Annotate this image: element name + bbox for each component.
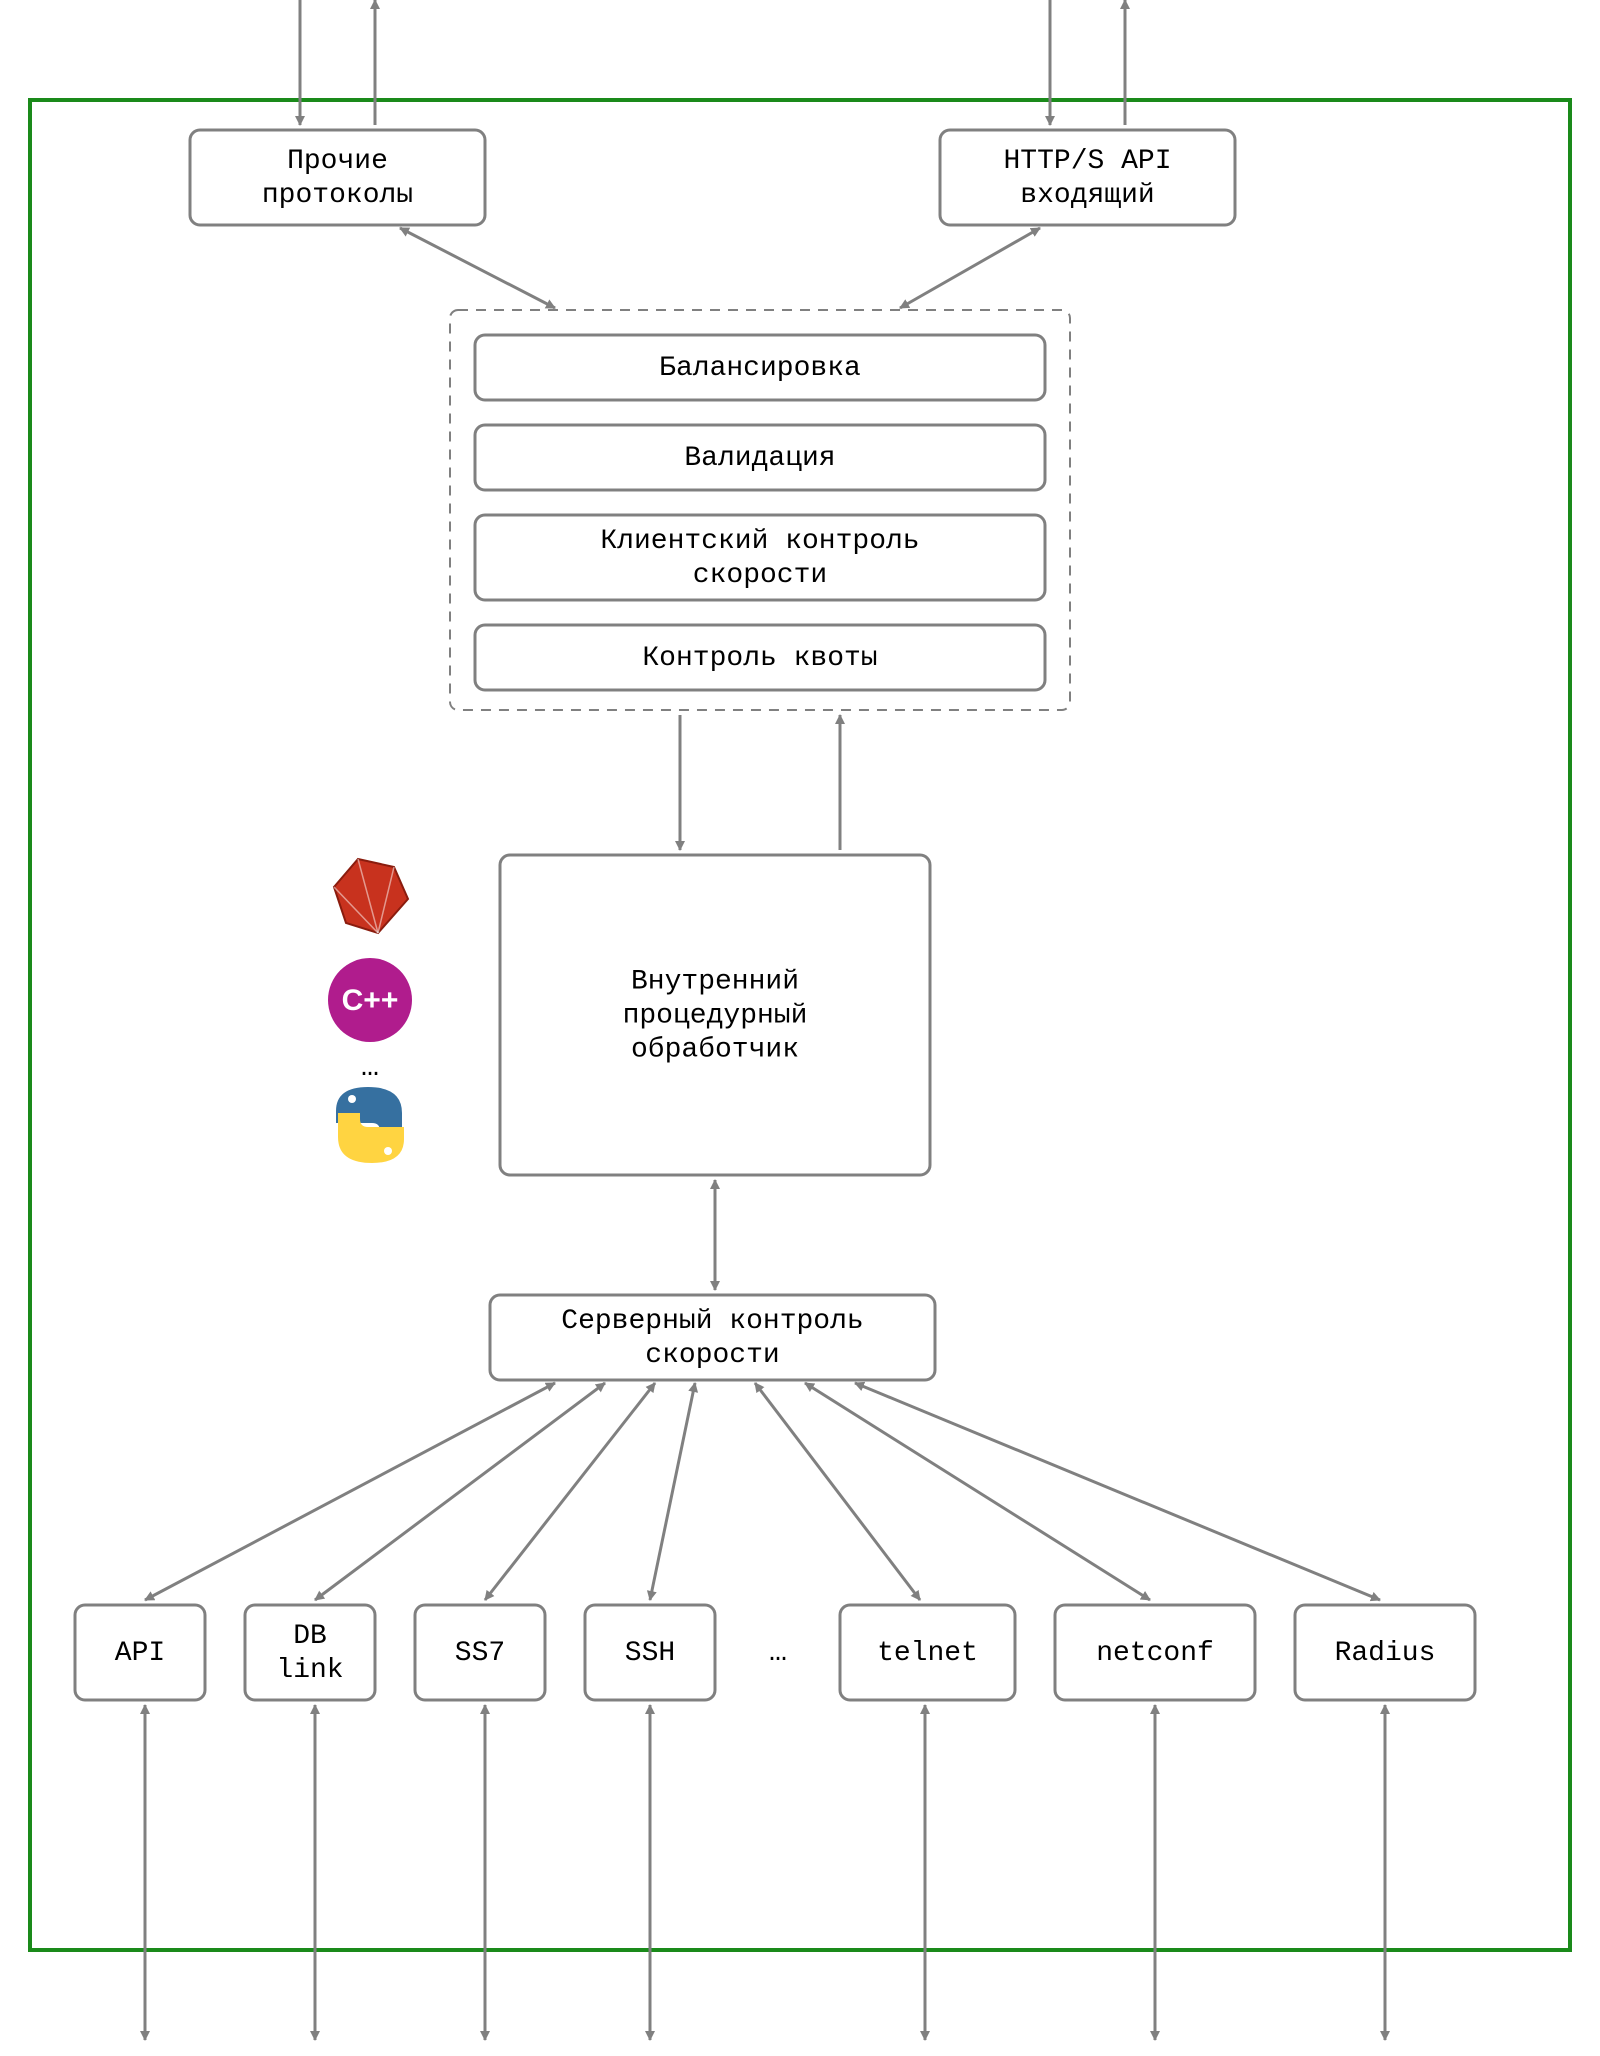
- node-proto-telnet: telnet: [840, 1605, 1015, 1700]
- node-proto-ssh: SSH: [585, 1605, 715, 1700]
- node-processor: Внутреннийпроцедурныйобработчик: [500, 855, 930, 1175]
- node-proto-dblink-label: link: [276, 1655, 343, 1686]
- node-proto-telnet-label: telnet: [877, 1638, 978, 1669]
- node-validation-label: Валидация: [684, 443, 835, 474]
- node-processor-label: процедурный: [623, 1000, 808, 1031]
- node-other-protocols-label: протоколы: [262, 180, 413, 211]
- node-proto-api: API: [75, 1605, 205, 1700]
- cpp-icon: C++: [328, 958, 412, 1042]
- arrow-srv_to_dblink: [315, 1383, 605, 1600]
- node-client-rate-label: Клиентский контроль: [600, 526, 919, 557]
- node-proto-netconf-label: netconf: [1096, 1638, 1214, 1669]
- node-validation: Валидация: [475, 425, 1045, 490]
- node-other-protocols-label: Прочие: [287, 146, 388, 177]
- node-client-rate-label: скорости: [693, 560, 827, 591]
- node-proto-ss7-label: SS7: [455, 1638, 505, 1669]
- node-quota-label: Контроль квоты: [642, 643, 877, 674]
- node-server-rate: Серверный контрольскорости: [490, 1295, 935, 1380]
- cpp-icon-label: C++: [342, 984, 399, 1017]
- node-quota: Контроль квоты: [475, 625, 1045, 690]
- node-processor-label: Внутренний: [631, 966, 799, 997]
- node-proto-dblink-label: DB: [293, 1621, 327, 1652]
- arrow-srv_to_ssh: [650, 1383, 695, 1600]
- arrow-srv_to_ss7: [485, 1383, 655, 1600]
- node-balancing: Балансировка: [475, 335, 1045, 400]
- arrow-srv_to_api: [145, 1383, 555, 1600]
- node-proto-radius-label: Radius: [1335, 1638, 1436, 1669]
- node-balancing-label: Балансировка: [659, 353, 861, 384]
- node-http-api-label: входящий: [1020, 180, 1154, 211]
- node-http-api-label: HTTP/S API: [1003, 146, 1171, 177]
- node-proto-ssh-label: SSH: [625, 1638, 675, 1669]
- node-proto-dblink: DBlink: [245, 1605, 375, 1700]
- arrow-srv_to_netconf: [805, 1383, 1150, 1600]
- ellipsis-protocols: …: [769, 1636, 787, 1670]
- arrow-srv_to_telnet: [755, 1383, 920, 1600]
- node-proto-api-label: API: [115, 1638, 165, 1669]
- node-server-rate-label: Серверный контроль: [561, 1306, 863, 1337]
- node-server-rate-label: скорости: [645, 1340, 779, 1371]
- node-processor-label: обработчик: [631, 1034, 799, 1065]
- architecture-diagram: Прочиепротоколы HTTP/S APIвходящий Баланси…: [0, 0, 1600, 2056]
- node-client-rate: Клиентский контрольскорости: [475, 515, 1045, 600]
- node-other-protocols: Прочиепротоколы: [190, 130, 485, 225]
- ellipsis-languages: …: [361, 1051, 379, 1085]
- arrow-srv_to_radius: [855, 1383, 1380, 1600]
- ruby-icon: [334, 859, 408, 933]
- node-http-api: HTTP/S APIвходящий: [940, 130, 1235, 225]
- node-proto-radius: Radius: [1295, 1605, 1475, 1700]
- arrow-other_to_group: [400, 228, 555, 308]
- arrow-http_to_group: [900, 228, 1040, 308]
- python-icon: [336, 1087, 404, 1163]
- node-proto-netconf: netconf: [1055, 1605, 1255, 1700]
- node-proto-ss7: SS7: [415, 1605, 545, 1700]
